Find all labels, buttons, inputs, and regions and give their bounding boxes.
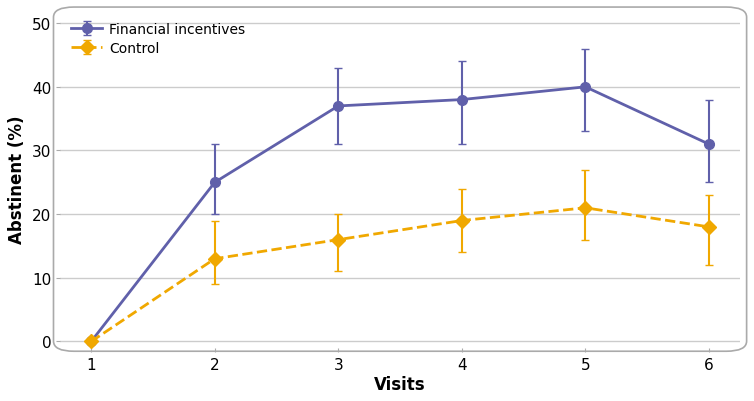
Legend: Financial incentives, Control: Financial incentives, Control [67,18,249,60]
X-axis label: Visits: Visits [374,375,426,393]
Y-axis label: Abstinent (%): Abstinent (%) [8,115,26,244]
